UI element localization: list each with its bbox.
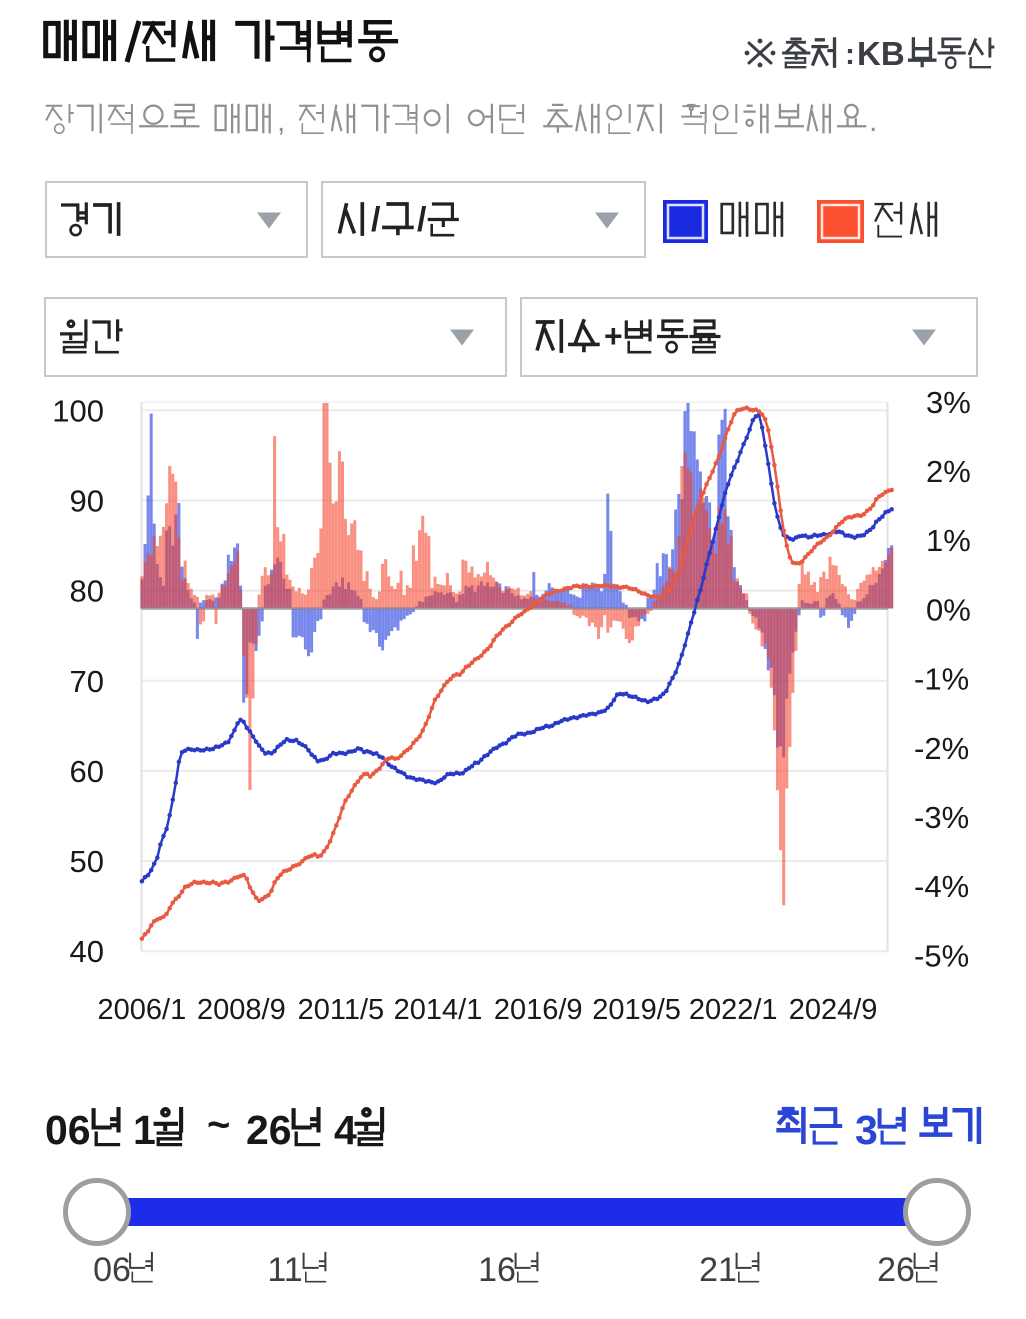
svg-text:-4%: -4% bbox=[914, 869, 969, 904]
svg-text:60: 60 bbox=[70, 754, 104, 789]
svg-text:KB: KB bbox=[857, 35, 905, 72]
svg-text:3%: 3% bbox=[926, 385, 971, 420]
svg-text:26: 26 bbox=[246, 1107, 292, 1153]
svg-text:70: 70 bbox=[70, 664, 104, 699]
svg-text:2006/1: 2006/1 bbox=[98, 994, 187, 1026]
svg-text:3: 3 bbox=[855, 1107, 878, 1153]
svg-text:2014/1: 2014/1 bbox=[394, 994, 483, 1026]
svg-text:/: / bbox=[371, 201, 381, 239]
svg-text::: : bbox=[845, 38, 855, 71]
svg-text:16: 16 bbox=[478, 1251, 516, 1289]
svg-text:21: 21 bbox=[699, 1251, 737, 1289]
svg-text:80: 80 bbox=[70, 574, 104, 609]
svg-text:2008/9: 2008/9 bbox=[197, 994, 286, 1026]
svg-text:26: 26 bbox=[877, 1251, 915, 1289]
svg-text:-2%: -2% bbox=[914, 731, 969, 766]
svg-text:2019/5: 2019/5 bbox=[592, 994, 681, 1026]
svg-text:~: ~ bbox=[207, 1103, 230, 1147]
svg-text:50: 50 bbox=[70, 844, 104, 879]
svg-text:,: , bbox=[277, 105, 285, 138]
svg-text:2022/1: 2022/1 bbox=[689, 994, 778, 1026]
svg-text:-5%: -5% bbox=[914, 938, 969, 973]
svg-text:4: 4 bbox=[334, 1107, 357, 1153]
svg-text:+: + bbox=[604, 318, 623, 354]
svg-text:11: 11 bbox=[267, 1251, 302, 1289]
svg-text:2024/9: 2024/9 bbox=[789, 994, 878, 1026]
svg-text:/: / bbox=[417, 201, 427, 239]
svg-text:0%: 0% bbox=[926, 592, 971, 627]
svg-text:2%: 2% bbox=[926, 454, 971, 489]
svg-text:1: 1 bbox=[133, 1107, 156, 1153]
svg-text:-3%: -3% bbox=[914, 800, 969, 835]
svg-text:90: 90 bbox=[70, 484, 104, 519]
svg-text:06: 06 bbox=[45, 1107, 91, 1153]
svg-text:2016/9: 2016/9 bbox=[494, 994, 583, 1026]
svg-text:2011/5: 2011/5 bbox=[298, 994, 385, 1026]
svg-text:1%: 1% bbox=[926, 523, 971, 558]
svg-text:06: 06 bbox=[93, 1251, 131, 1289]
svg-text:.: . bbox=[869, 105, 877, 138]
svg-text:100: 100 bbox=[52, 393, 104, 428]
svg-text:-1%: -1% bbox=[914, 662, 969, 697]
svg-text:40: 40 bbox=[70, 934, 104, 969]
